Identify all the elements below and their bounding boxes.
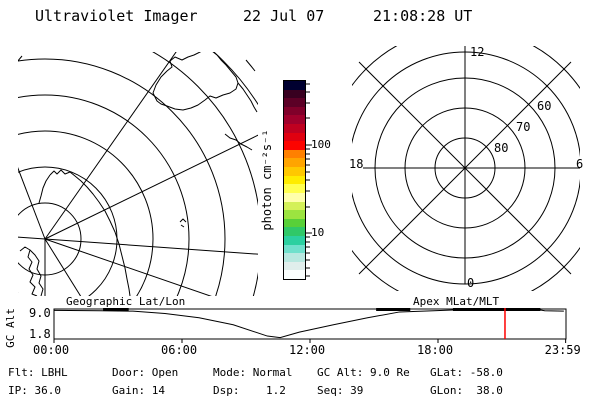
colorbar-band	[284, 167, 305, 176]
colorbar-units-label: photon cm⁻²s⁻¹	[260, 129, 274, 230]
status-filter: Flt: LBHL	[8, 366, 68, 379]
status-ip: IP: 36.0	[8, 384, 61, 397]
colorbar-band	[284, 158, 305, 168]
status-door: Door: Open	[112, 366, 179, 379]
coastline-path	[245, 59, 256, 72]
geographic-plot-caption: Geographic Lat/Lon	[66, 295, 186, 308]
geographic-plot	[18, 52, 258, 296]
mlt-grid	[352, 46, 580, 291]
x-axis-tick-label: 00:00	[33, 343, 70, 357]
strip-chart-frame	[53, 308, 567, 340]
mlat-ring-label-70: 70	[516, 120, 530, 134]
colorbar-band	[284, 244, 305, 254]
x-axis-tick-label: 18:00	[417, 343, 454, 357]
colorbar-band	[284, 81, 305, 90]
status-mode: Mode: Normal	[213, 366, 293, 379]
colorbar-band	[284, 106, 305, 116]
colorbar-axis-label: photon cm⁻²s⁻¹	[260, 129, 274, 230]
colorbar-ticks	[306, 83, 312, 277]
mlt-label-18: 18	[349, 157, 363, 171]
mlat-ring-label-80: 80	[494, 141, 508, 155]
colorbar-band	[284, 210, 305, 219]
colorbar-band	[284, 235, 305, 245]
status-dsp: Dsp: 1.2	[213, 384, 286, 397]
colorbar-band	[284, 270, 305, 280]
time-readout: 21:08:28 UT	[373, 7, 473, 25]
colorbar-band	[284, 149, 305, 159]
island-mark	[179, 218, 187, 228]
colorbar-band	[284, 175, 305, 185]
apex-plot-caption: Apex MLat/MLT	[413, 295, 500, 308]
status-glon: GLon: 38.0	[430, 384, 503, 397]
colorbar-band	[284, 192, 305, 202]
colorbar-tick-label: 100	[311, 138, 331, 151]
y-max-label: 9.0	[29, 306, 51, 320]
x-axis-tick-label: 23:59	[544, 343, 581, 357]
colorbar-band	[284, 115, 305, 125]
colorbar-band	[284, 227, 305, 236]
coastline-path	[49, 169, 131, 296]
gc-alt-curve	[53, 309, 564, 339]
gc-alt-strip-chart: GC Alt	[4, 308, 567, 348]
strip-chart-ylabel: GC Alt	[4, 308, 17, 348]
mlt-label-6: 6	[576, 157, 583, 171]
mlat-ring-label-60: 60	[537, 99, 551, 113]
app-title: Ultraviolet Imager	[35, 7, 198, 25]
coastline-path	[29, 249, 44, 296]
colorbar-band	[284, 132, 305, 142]
colorbar-band	[284, 184, 305, 193]
coastline-path	[152, 52, 239, 111]
coastline-path	[224, 133, 253, 151]
colorbar-tick-label: 10	[311, 226, 325, 239]
x-axis-tick-label: 06:00	[161, 343, 198, 357]
coastline-path	[237, 82, 258, 113]
geographic-grid	[18, 52, 258, 296]
date-readout: 22 Jul 07	[243, 7, 325, 25]
colorbar-band	[284, 89, 305, 99]
colorbar-band	[284, 218, 305, 228]
x-axis-tick-label: 12:00	[289, 343, 326, 357]
mlt-label-0: 0	[467, 276, 474, 290]
mlt-label-12: 12	[470, 45, 484, 59]
colorbar-band	[284, 141, 305, 150]
coastline-path	[18, 292, 19, 293]
status-gc-alt: GC Alt: 9.0 Re	[317, 366, 410, 379]
colorbar-band	[284, 98, 305, 107]
colorbar-band	[284, 253, 305, 262]
colorbar-band	[284, 261, 305, 271]
coastline-path	[38, 174, 51, 204]
coastline-path	[18, 55, 23, 62]
apex-mlt-plot: 12 18 6 0 60 70 80	[349, 45, 583, 291]
coastline-path	[19, 246, 38, 296]
colorbar-band	[284, 201, 305, 211]
colorbar-band	[284, 124, 305, 133]
status-gain: Gain: 14	[112, 384, 165, 397]
status-seq: Seq: 39	[317, 384, 364, 397]
y-min-label: 1.8	[29, 327, 51, 341]
status-glat: GLat: -58.0	[430, 366, 503, 379]
colorbar	[283, 80, 306, 280]
